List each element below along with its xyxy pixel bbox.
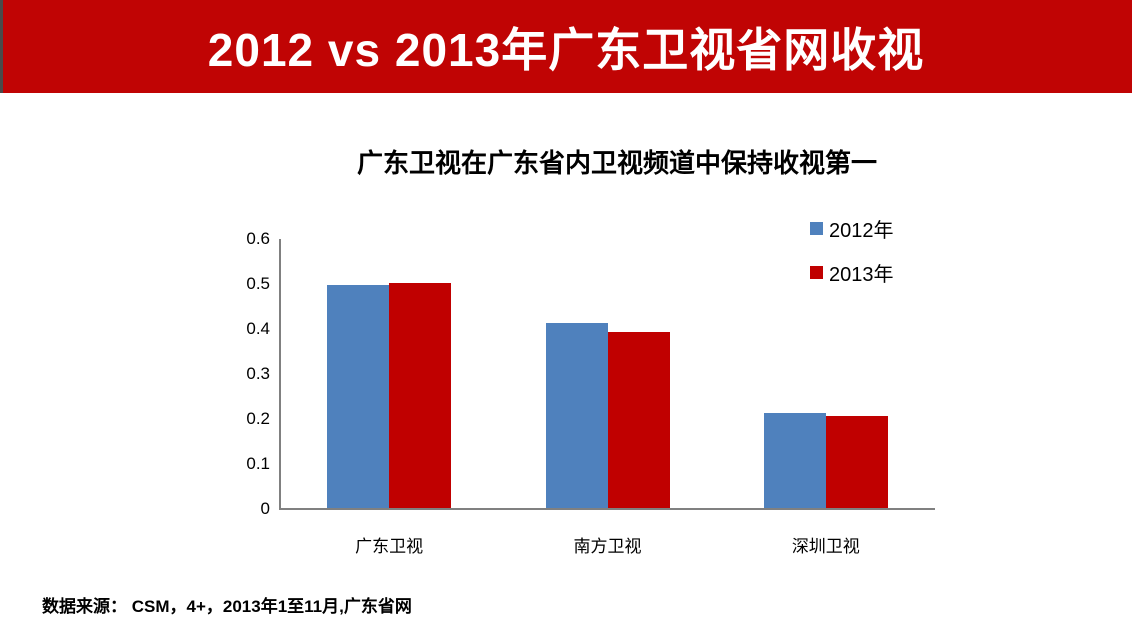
y-tick-label: 0.4 — [246, 319, 270, 338]
legend-label: 2012年 — [829, 219, 894, 242]
bar-2013年-南方卫视 — [608, 332, 670, 508]
bar-2012年-广东卫视 — [327, 285, 389, 508]
legend-swatch-icon — [810, 221, 823, 235]
y-tick-label: 0.2 — [246, 409, 270, 428]
legend-swatch-icon — [810, 265, 823, 279]
y-tick-label: 0.5 — [246, 274, 270, 293]
bar-2013年-广东卫视 — [389, 283, 451, 508]
y-tick-label: 0 — [260, 499, 270, 518]
y-tick-label: 0.6 — [246, 229, 270, 248]
bar-2012年-深圳卫视 — [764, 413, 826, 508]
page-title: 2012 vs 2013年广东卫视省网收视 — [207, 23, 925, 76]
legend-label: 2013年 — [829, 263, 894, 286]
data-source: 数据来源： CSM，4+，2013年1至11月,广东省网 — [42, 597, 412, 616]
x-category-label: 南方卫视 — [573, 537, 642, 556]
y-tick-label: 0.1 — [246, 454, 270, 473]
x-category-label: 广东卫视 — [355, 537, 424, 556]
header-banner: 2012 vs 2013年广东卫视省网收视 — [0, 0, 1132, 93]
bar-2012年-南方卫视 — [546, 323, 608, 508]
y-tick-label: 0.3 — [246, 364, 270, 383]
legend-item-2012年: 2012年 — [810, 217, 894, 242]
left-edge-strip — [0, 0, 3, 93]
y-axis-line — [279, 239, 281, 510]
bar-2013年-深圳卫视 — [826, 416, 888, 508]
legend-item-2013年: 2013年 — [810, 261, 894, 286]
x-category-label: 深圳卫视 — [791, 537, 860, 556]
chart-title: 广东卫视在广东省内卫视频道中保持收视第一 — [356, 148, 877, 178]
x-axis-line — [279, 508, 935, 510]
